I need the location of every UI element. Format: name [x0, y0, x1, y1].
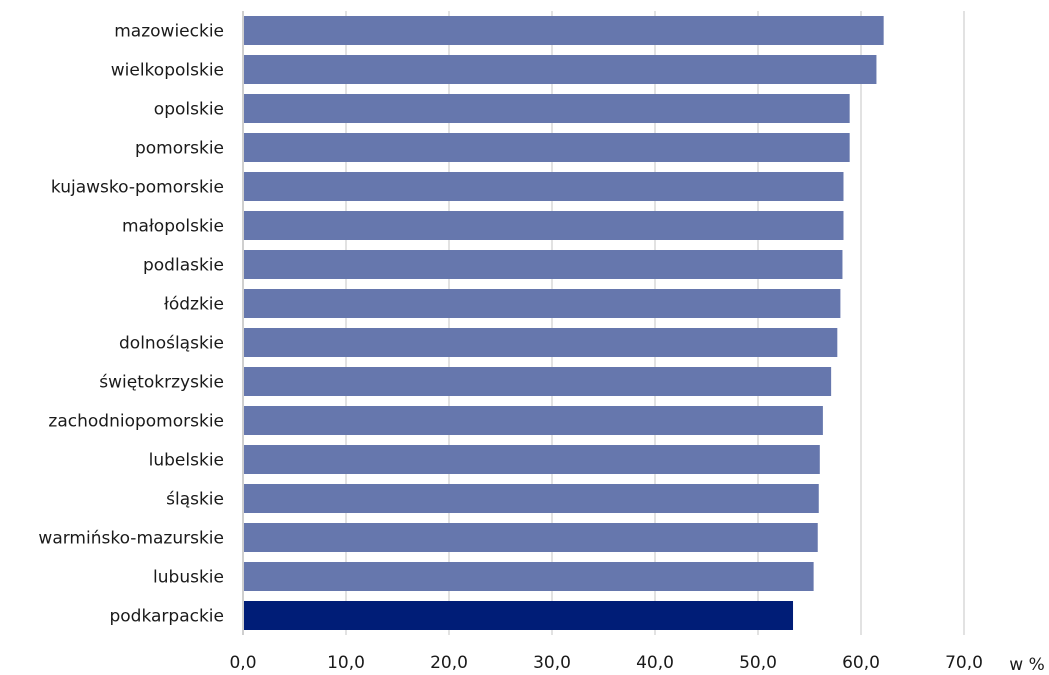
bar [244, 406, 823, 435]
bar [244, 523, 818, 552]
x-unit-label: w % [1009, 655, 1044, 675]
bar [244, 250, 843, 279]
x-tick-label: 50,0 [739, 653, 777, 673]
x-tick-label: 70,0 [945, 653, 983, 673]
bar [244, 211, 844, 240]
bar [244, 367, 832, 396]
x-tick-label: 40,0 [636, 653, 674, 673]
bar [244, 484, 819, 513]
bar [244, 94, 850, 123]
x-tick-label: 60,0 [842, 653, 880, 673]
bar [244, 328, 838, 357]
bar [244, 289, 841, 318]
bar [244, 133, 850, 162]
bar [244, 445, 820, 474]
category-label: kujawsko-pomorskie [51, 178, 224, 198]
category-label: opolskie [154, 100, 224, 120]
x-tick-labels: 0,0 10,0 20,0 30,0 40,0 50,0 60,0 70,0 [229, 653, 982, 673]
bar [244, 55, 877, 84]
category-label: śląskie [166, 490, 224, 510]
x-tick-label: 20,0 [430, 653, 468, 673]
x-tick-label: 10,0 [327, 653, 365, 673]
category-label: lubuskie [153, 568, 224, 588]
bar [244, 16, 884, 45]
category-label: mazowieckie [114, 22, 224, 42]
bar [244, 172, 844, 201]
category-label: podkarpackie [109, 607, 224, 627]
x-tick-label: 0,0 [229, 653, 256, 673]
category-label: podlaskie [143, 256, 224, 276]
bar [244, 601, 794, 630]
bars [244, 16, 884, 630]
category-label: świętokrzyskie [99, 373, 224, 393]
category-label: pomorskie [135, 139, 224, 159]
category-label: wielkopolskie [111, 61, 224, 81]
bar [244, 562, 814, 591]
category-label: lubelskie [149, 451, 224, 471]
category-label: łódzkie [164, 295, 224, 315]
x-tick-label: 30,0 [533, 653, 571, 673]
category-label: zachodniopomorskie [48, 412, 224, 432]
category-labels: mazowieckie wielkopolskie opolskie pomorski… [38, 22, 224, 627]
category-label: dolnośląskie [119, 334, 224, 354]
category-label: małopolskie [122, 217, 224, 237]
category-label: warmińsko-mazurskie [38, 529, 224, 549]
